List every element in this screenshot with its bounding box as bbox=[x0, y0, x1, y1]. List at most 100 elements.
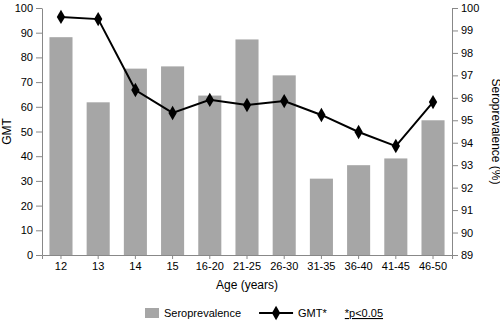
marker bbox=[168, 106, 176, 120]
tick-mark bbox=[36, 107, 42, 108]
tick: 100 bbox=[15, 2, 42, 14]
tick-label: 90 bbox=[21, 27, 33, 39]
tick: 100 bbox=[452, 2, 479, 14]
tick-label: 21-25 bbox=[233, 260, 261, 272]
y-axis: 0 10 20 30 40 50 60 70 80 90 100 bbox=[15, 2, 43, 261]
legend-item: GMT* bbox=[259, 306, 327, 320]
tick-mark bbox=[452, 8, 458, 9]
marker bbox=[243, 98, 251, 112]
markers bbox=[57, 10, 437, 154]
tick-mark bbox=[36, 181, 42, 182]
plot: 0102030405060708090100899091929394959697… bbox=[15, 2, 480, 272]
tick-mark bbox=[209, 255, 210, 259]
tick-mark bbox=[36, 8, 42, 9]
tick-label: 20 bbox=[21, 200, 33, 212]
tick: 15 bbox=[166, 255, 178, 272]
tick: 10 bbox=[21, 224, 42, 236]
marker bbox=[131, 83, 139, 97]
legend-swatch bbox=[145, 308, 159, 318]
tick-label: 95 bbox=[461, 114, 473, 126]
bar bbox=[87, 102, 110, 255]
tick-label: 100 bbox=[461, 2, 479, 14]
tick-mark bbox=[36, 33, 42, 34]
tick-label: 36-40 bbox=[345, 260, 373, 272]
tick: 41-45 bbox=[382, 255, 410, 272]
tick: 30 bbox=[21, 175, 42, 187]
tick: 46-50 bbox=[419, 255, 447, 272]
tick: 70 bbox=[21, 76, 42, 88]
tick-label: 16-20 bbox=[196, 260, 224, 272]
tick: 26-30 bbox=[270, 255, 298, 272]
annotation: *p<0.05 bbox=[345, 307, 383, 319]
marker bbox=[94, 12, 102, 26]
tick-mark bbox=[36, 255, 42, 256]
tick-label: 46-50 bbox=[419, 260, 447, 272]
tick-mark bbox=[433, 255, 434, 259]
tick: 80 bbox=[21, 51, 42, 63]
tick-label: 50 bbox=[21, 126, 33, 138]
tick-label: 13 bbox=[92, 260, 104, 272]
tick-mark bbox=[452, 165, 458, 166]
tick: 97 bbox=[452, 69, 473, 81]
tick-mark bbox=[284, 255, 285, 259]
tick-mark bbox=[36, 57, 42, 58]
bar bbox=[384, 158, 407, 255]
chart: 0102030405060708090100899091929394959697… bbox=[0, 0, 500, 329]
tick-label: 60 bbox=[21, 101, 33, 113]
tick-label: 40 bbox=[21, 150, 33, 162]
tick-label: 90 bbox=[461, 227, 473, 239]
axis-line bbox=[42, 9, 43, 256]
tick-mark bbox=[452, 188, 458, 189]
tick-mark bbox=[452, 75, 458, 76]
tick: 91 bbox=[452, 204, 473, 216]
tick-mark bbox=[36, 206, 42, 207]
tick: 20 bbox=[21, 200, 42, 212]
tick: 16-20 bbox=[196, 255, 224, 272]
marks bbox=[49, 10, 444, 255]
bar bbox=[124, 69, 147, 255]
tick: 13 bbox=[92, 255, 104, 272]
marker bbox=[429, 95, 437, 109]
tick-mark bbox=[452, 143, 458, 144]
tick-label: 70 bbox=[21, 76, 33, 88]
tick: 60 bbox=[21, 101, 42, 113]
x-axis-title: Age (years) bbox=[216, 278, 278, 292]
tick-mark bbox=[452, 233, 458, 234]
tick-label: 92 bbox=[461, 182, 473, 194]
tick-label: 97 bbox=[461, 69, 473, 81]
tick: 98 bbox=[452, 47, 473, 59]
tick-label: 10 bbox=[21, 224, 33, 236]
bar bbox=[161, 66, 184, 255]
tick-label: 0 bbox=[27, 249, 33, 261]
tick-mark bbox=[36, 156, 42, 157]
tick-mark bbox=[452, 53, 458, 54]
bar-series bbox=[49, 37, 444, 255]
marker bbox=[392, 139, 400, 153]
axis-line bbox=[452, 9, 453, 256]
tick-mark bbox=[321, 255, 322, 259]
marker bbox=[280, 94, 288, 108]
tick-mark bbox=[452, 120, 458, 121]
legend-marker bbox=[272, 306, 280, 320]
tick: 12 bbox=[55, 255, 67, 272]
y-axis-title: GMT bbox=[0, 118, 14, 145]
legend-item: Seroprevalence bbox=[145, 307, 241, 319]
tick: 92 bbox=[452, 182, 473, 194]
tick-mark bbox=[98, 255, 99, 259]
tick-label: 31-35 bbox=[307, 260, 335, 272]
tick-label: 96 bbox=[461, 92, 473, 104]
tick-mark bbox=[358, 255, 359, 259]
tick: 36-40 bbox=[345, 255, 373, 272]
line bbox=[61, 17, 433, 146]
bar bbox=[235, 39, 258, 255]
tick: 90 bbox=[452, 227, 473, 239]
marker bbox=[57, 10, 65, 24]
tick: 21-25 bbox=[233, 255, 261, 272]
tick: 31-35 bbox=[307, 255, 335, 272]
tick-mark bbox=[247, 255, 248, 259]
tick: 94 bbox=[452, 137, 473, 149]
tick-label: 99 bbox=[461, 24, 473, 36]
tick-label: 94 bbox=[461, 137, 473, 149]
tick-mark bbox=[36, 82, 42, 83]
tick: 99 bbox=[452, 24, 473, 36]
